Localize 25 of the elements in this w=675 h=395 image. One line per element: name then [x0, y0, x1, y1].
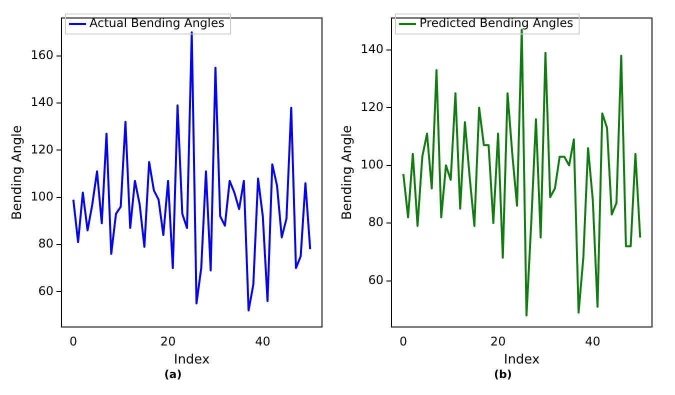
x-axis-title: Index: [174, 352, 210, 368]
y-tick-label: 100: [360, 158, 384, 172]
y-tick-label: 80: [38, 236, 54, 251]
y-tick-label: 80: [368, 215, 384, 230]
x-tick-label: 20: [160, 334, 176, 348]
y-tick-label: 60: [368, 272, 384, 287]
legend-label: Predicted Bending Angles: [420, 16, 574, 30]
x-tick-label: 0: [70, 334, 78, 348]
text: (a): [163, 368, 183, 381]
y-tick-label: 60: [38, 284, 54, 298]
y-tick-label: 140: [30, 95, 54, 110]
y-axis-title: Bending Angle: [10, 125, 26, 220]
x-tick-label: 20: [490, 334, 506, 348]
x-tick-label: 40: [585, 334, 600, 348]
x-tick-label: 40: [255, 334, 270, 348]
y-tick-label: 120: [360, 100, 384, 114]
x-tick-label: 0: [400, 334, 408, 348]
text: (b): [493, 368, 513, 381]
y-tick-label: 100: [30, 189, 54, 204]
y-tick-label: 140: [360, 42, 384, 56]
y-tick-label: 120: [30, 142, 54, 156]
legend-label: Actual Bending Angles: [90, 16, 225, 30]
y-axis-title: Bending Angle: [340, 125, 356, 220]
y-tick-label: 160: [30, 48, 54, 62]
x-axis-title: Index: [504, 352, 540, 368]
